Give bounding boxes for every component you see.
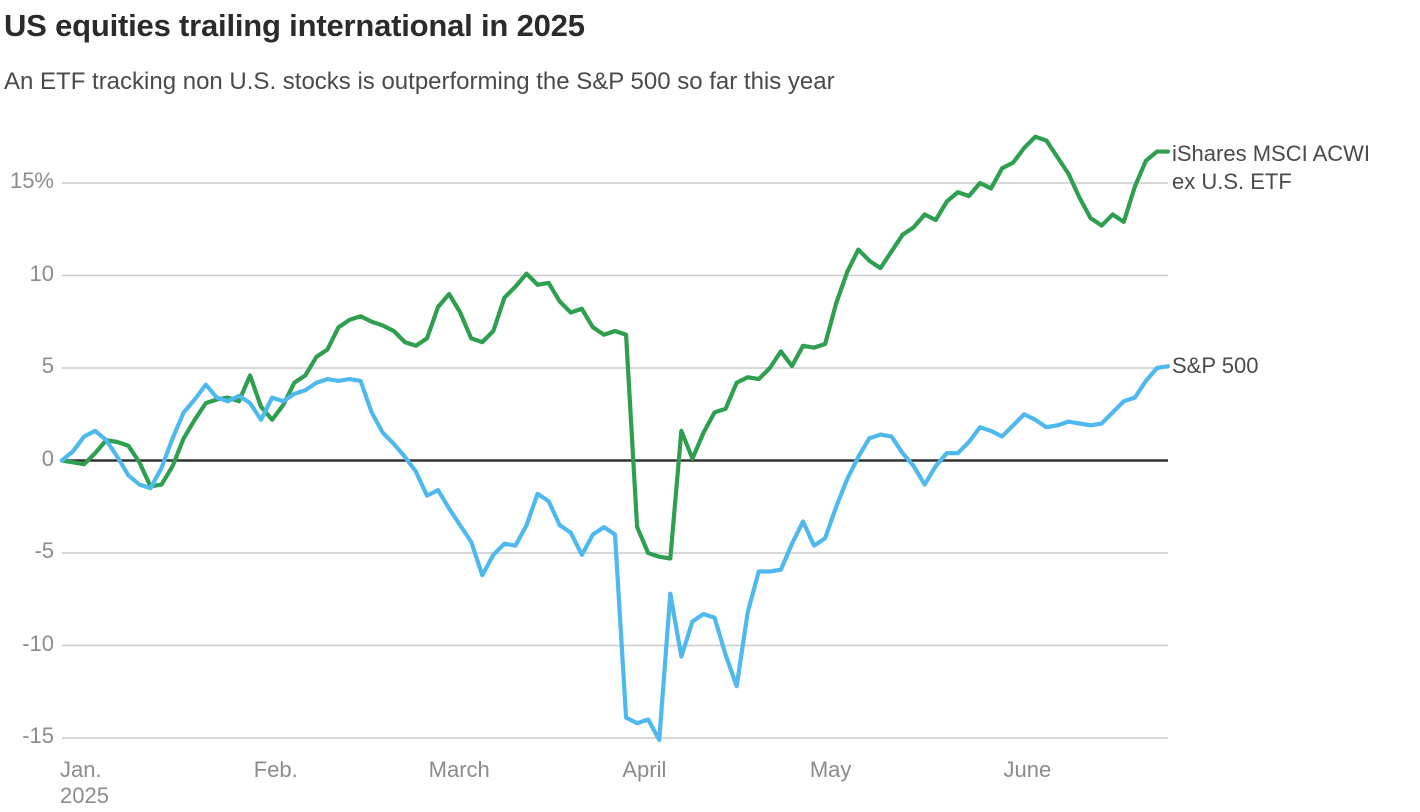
y-tick-label: 15%: [9, 168, 54, 193]
series-label-spx: S&P 500: [1172, 353, 1259, 378]
y-tick-label: 10: [29, 260, 54, 286]
x-tick-label: March: [428, 757, 490, 782]
x-tick-label: May: [809, 757, 852, 782]
page-title: US equities trailing international in 20…: [4, 8, 585, 43]
page-subtitle: An ETF tracking non U.S. stocks is outpe…: [4, 68, 835, 95]
x-tick-label: April: [622, 757, 667, 782]
x-tick-label: Jan. 2025: [60, 757, 109, 809]
y-tick-label: 5: [41, 353, 54, 378]
y-tick-label: -10: [22, 630, 54, 656]
series-label-acwi: iShares MSCI ACWI ex U.S. ETF: [1172, 141, 1371, 194]
series-line-acwi: [59, 134, 1171, 561]
x-tick-label: Feb.: [253, 757, 298, 782]
x-tick-label: June: [1003, 757, 1052, 782]
series-line-spx: [59, 364, 1171, 742]
y-tick-label: -5: [34, 538, 54, 563]
y-tick-label: 0: [41, 445, 54, 471]
y-tick-label: -15: [22, 723, 54, 748]
